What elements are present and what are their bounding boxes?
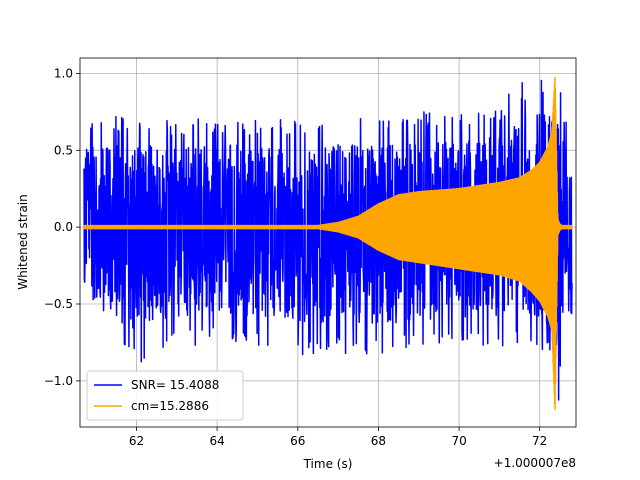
legend: SNR= 15.4088 cm=15.2886 (86, 370, 244, 421)
y-axis-label: Whitened strain (16, 194, 30, 290)
axes-ticks: 62 64 66 68 70 72 −1.0 −0.5 0.0 0.5 1.0 (44, 66, 547, 448)
y-tick-label: 1.0 (54, 66, 73, 80)
snr-strain-line (83, 79, 573, 401)
legend-box (86, 370, 244, 421)
x-tick-label: 64 (209, 434, 224, 448)
cm-template-line (83, 76, 573, 410)
y-tick-label: −0.5 (44, 297, 73, 311)
x-tick-label: 62 (129, 434, 144, 448)
x-tick-label: 66 (290, 434, 305, 448)
legend-label-snr: SNR= 15.4088 (131, 378, 219, 392)
legend-label-cm: cm=15.2886 (131, 399, 209, 413)
y-tick-label: 0.5 (54, 143, 73, 157)
y-tick-label: 0.0 (54, 220, 73, 234)
y-tick-label: −1.0 (44, 374, 73, 388)
series-layer (83, 76, 573, 410)
x-axis-label: Time (s) (303, 457, 353, 471)
x-offset-label: +1.000007e8 (494, 456, 576, 470)
plot-frame (79, 57, 577, 428)
x-tick-label: 68 (371, 434, 386, 448)
x-tick-label: 70 (451, 434, 466, 448)
x-tick-label: 72 (532, 434, 547, 448)
